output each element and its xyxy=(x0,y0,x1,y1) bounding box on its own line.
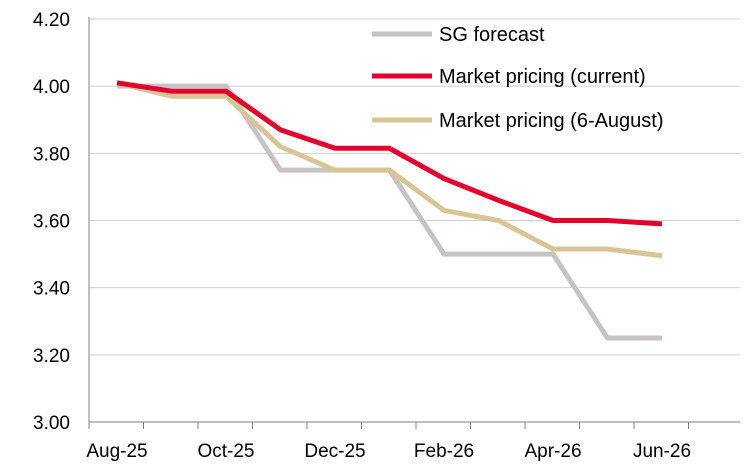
y-tick-label: 3.60 xyxy=(33,212,70,233)
x-tick-label: Dec-25 xyxy=(304,441,365,462)
y-tick-label: 3.40 xyxy=(33,279,70,300)
y-tick-label: 3.80 xyxy=(33,144,70,165)
axes xyxy=(88,17,740,429)
y-tick-label: 4.00 xyxy=(33,77,70,98)
legend: SG forecast Market pricing (current) Marke… xyxy=(372,24,664,132)
series-line-2 xyxy=(116,80,663,227)
x-axis-tick-labels: Aug-25 Oct-25 Dec-25 Feb-26 Apr-26 Jun-26 xyxy=(86,441,691,462)
x-tick-label: Apr-26 xyxy=(524,441,581,462)
y-axis-tick-labels: 3.00 3.20 3.40 3.60 3.80 4.00 4.20 xyxy=(33,10,70,434)
x-tick-label: Jun-26 xyxy=(633,441,691,462)
x-tick-label: Feb-26 xyxy=(414,441,474,462)
y-tick-label: 4.20 xyxy=(33,10,70,31)
y-tick-label: 3.20 xyxy=(33,346,70,367)
legend-label: SG forecast xyxy=(439,24,545,46)
x-tick-label: Oct-25 xyxy=(197,441,254,462)
series-line-3 xyxy=(116,80,663,259)
legend-label: Market pricing (current) xyxy=(439,66,646,88)
series-lines xyxy=(116,80,663,341)
x-tick-label: Aug-25 xyxy=(86,441,147,462)
y-tick-label: 3.00 xyxy=(33,413,70,434)
legend-label: Market pricing (6-August) xyxy=(439,110,664,132)
